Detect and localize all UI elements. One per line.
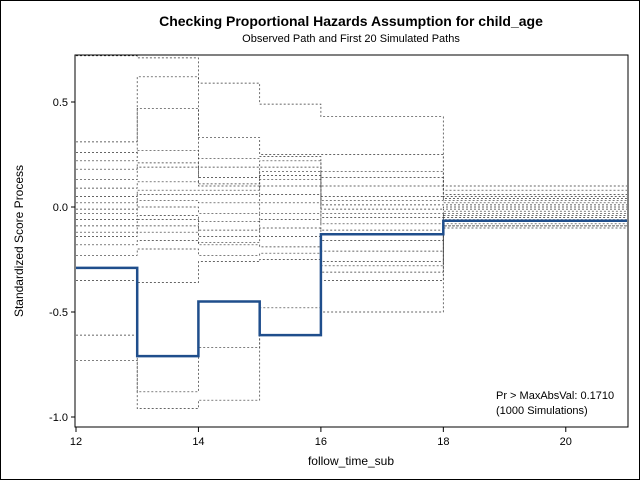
plot-area xyxy=(74,54,629,428)
chart-subtitle: Observed Path and First 20 Simulated Pat… xyxy=(242,33,460,45)
chart-title: Checking Proportional Hazards Assumption… xyxy=(159,13,543,29)
x-tick-label: 20 xyxy=(560,436,572,448)
y-tick-label: -0.5 xyxy=(49,307,68,319)
simulated-path-7 xyxy=(76,175,627,204)
observed-path-line xyxy=(76,219,627,358)
x-axis-label: follow_time_sub xyxy=(308,454,394,468)
x-tick-label: 14 xyxy=(192,436,204,448)
simulated-path-9 xyxy=(76,185,627,210)
simulated-paths xyxy=(76,55,627,409)
simulated-path-13 xyxy=(76,215,627,231)
simulated-path-3 xyxy=(76,107,627,195)
x-tick-label: 12 xyxy=(70,436,82,448)
y-tick-label: -1.0 xyxy=(49,412,68,424)
x-axis: 12 14 16 18 20 xyxy=(70,427,572,448)
y-tick-label: 0.0 xyxy=(53,202,68,214)
simulated-path-18 xyxy=(76,225,627,283)
simulated-path-6 xyxy=(76,166,627,202)
simulated-path-11 xyxy=(76,202,627,218)
simulated-path-8 xyxy=(76,179,627,206)
simulations-annotation: (1000 Simulations) xyxy=(496,405,588,417)
simulated-path-19 xyxy=(76,227,627,393)
x-tick-label: 18 xyxy=(437,436,449,448)
simulated-path-16 xyxy=(76,221,627,262)
simulated-path-2 xyxy=(76,76,627,191)
x-tick-label: 16 xyxy=(315,436,327,448)
simulated-path-4 xyxy=(76,149,627,197)
observed-path xyxy=(76,219,627,358)
simulated-path-20 xyxy=(76,225,627,409)
simulated-path-10 xyxy=(76,194,627,214)
simulated-path-12 xyxy=(76,212,627,225)
y-axis: -1.0 -0.5 0.0 0.5 xyxy=(49,97,75,424)
p-value-annotation: Pr > MaxAbsVal: 0.1710 xyxy=(496,390,614,402)
simulated-path-1 xyxy=(76,55,627,187)
y-tick-label: 0.5 xyxy=(53,97,68,109)
y-axis-label: Standardized Score Process xyxy=(12,165,26,317)
simulated-path-5 xyxy=(76,162,627,199)
